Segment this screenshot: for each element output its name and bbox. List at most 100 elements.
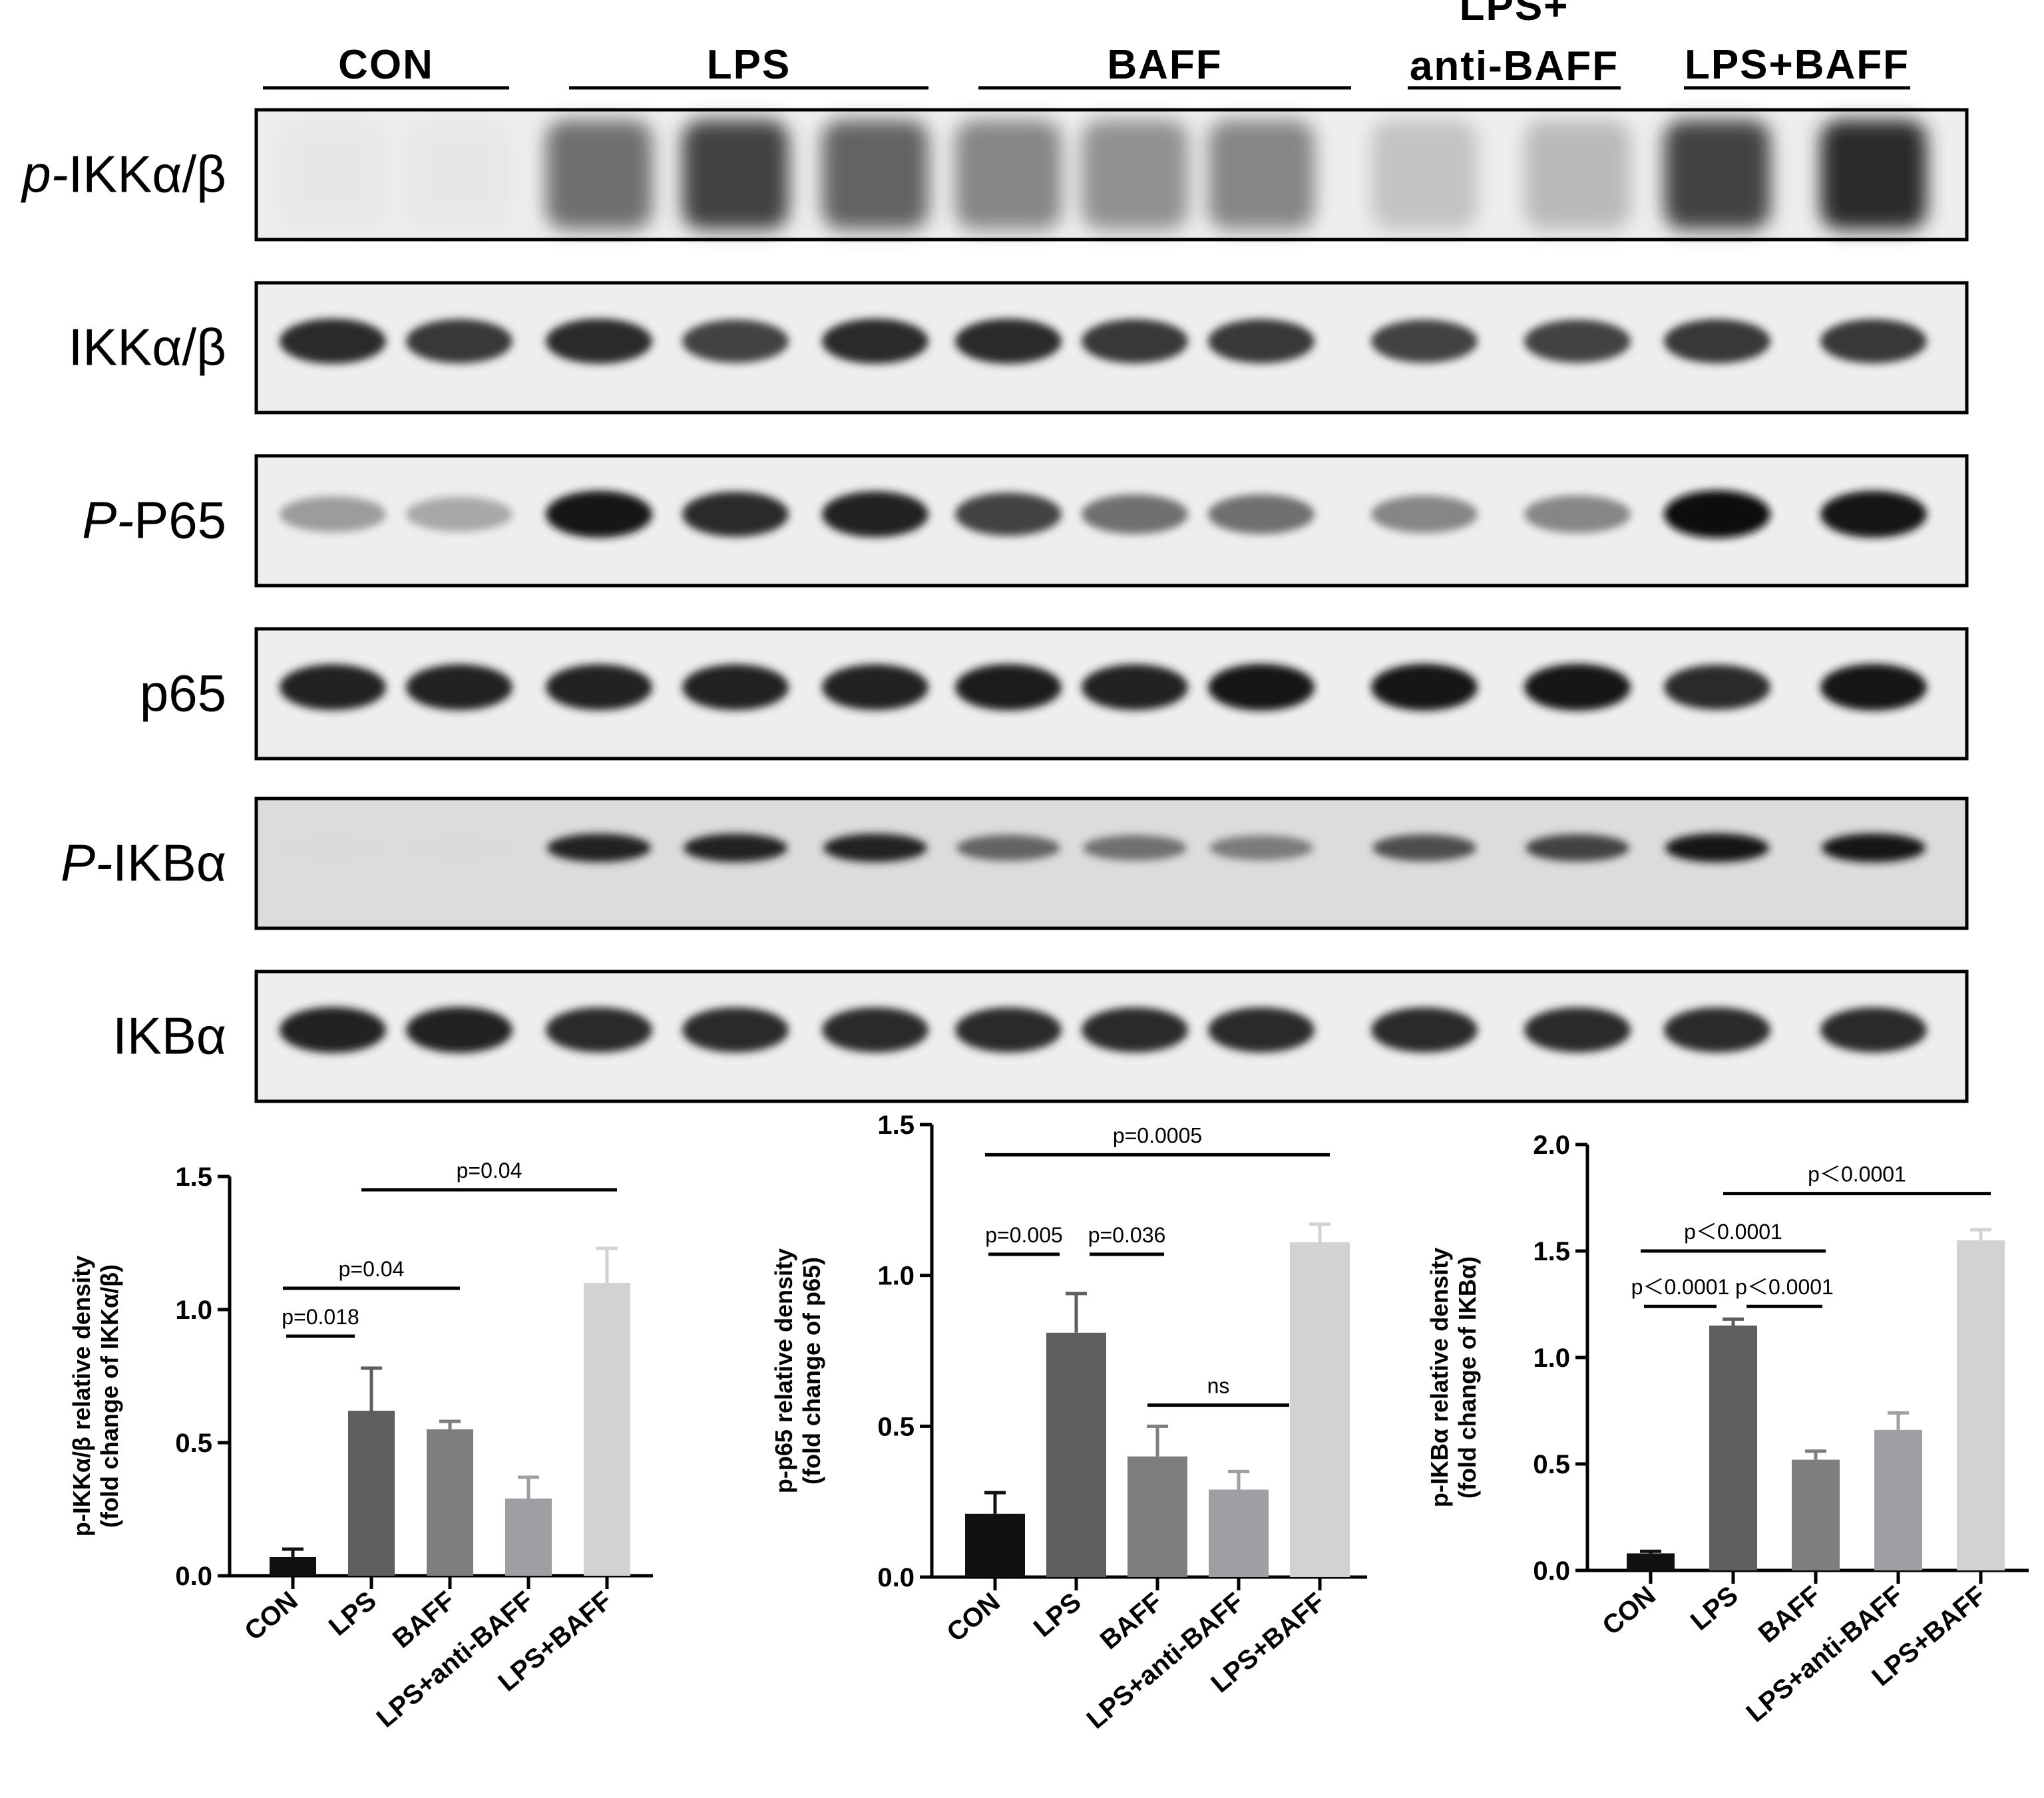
x-tick-label: BAFF <box>387 1586 461 1654</box>
blot-band <box>1082 664 1188 711</box>
blot-frame <box>254 454 1969 588</box>
y-tick-label: 0.0 <box>175 1562 212 1591</box>
protein-prefix: P- <box>82 491 134 550</box>
x-tick-label: LPS <box>323 1586 382 1642</box>
x-tick-label: CON <box>1597 1580 1661 1641</box>
blot-band <box>280 120 386 230</box>
blot-band <box>546 318 652 364</box>
blot-band <box>547 833 651 862</box>
blot-band <box>684 833 787 862</box>
blot-row: p-IKKα/β <box>21 108 1969 242</box>
blot-band <box>1524 1007 1631 1053</box>
bar-chart: 0.0 0.5 1.0 1.5 p-IKKα/β relative density(fo… <box>68 1159 653 1733</box>
significance-label: p＜0.0001 <box>1808 1163 1906 1186</box>
blot-row: P-P65 <box>82 454 1969 588</box>
protein-label: p65 <box>140 664 226 723</box>
significance-label: p＜0.0001 <box>1631 1275 1730 1299</box>
protein-name: IKKα/β <box>69 145 226 204</box>
blot-band <box>1526 834 1629 862</box>
bar <box>965 1513 1025 1577</box>
protein-label: P-IKBα <box>61 834 226 892</box>
blot-frame <box>254 970 1969 1103</box>
y-tick-label: 0.5 <box>1533 1450 1570 1479</box>
y-tick-label: 0.5 <box>175 1429 212 1458</box>
blot-band <box>406 496 512 532</box>
significance-label: p=0.0005 <box>1113 1123 1202 1147</box>
blot-band <box>822 120 928 230</box>
protein-prefix: P- <box>61 834 112 892</box>
bar <box>1290 1242 1350 1577</box>
blot-band <box>1524 120 1631 230</box>
y-axis-label-line2: (fold change of p65) <box>798 1257 825 1485</box>
y-axis-label-line1: p-p65 relative density <box>770 1248 797 1493</box>
group-label: BAFF <box>1107 42 1222 88</box>
blot-band <box>546 664 652 711</box>
blot-band <box>822 491 928 538</box>
protein-label: IKKα/β <box>69 318 226 377</box>
blot-row: p65 <box>140 627 1969 761</box>
blot-band <box>955 120 1062 230</box>
bar <box>270 1557 316 1576</box>
bar <box>1874 1429 1922 1570</box>
blot-band <box>1664 1007 1770 1053</box>
group-label: LPS <box>707 42 791 88</box>
blot-row: IKKα/β <box>69 281 1969 415</box>
blot-frame <box>254 281 1969 415</box>
blot-band <box>546 1007 652 1053</box>
blot-band <box>1820 319 1927 363</box>
blot-band <box>1082 494 1188 534</box>
blot-band <box>1208 663 1315 711</box>
blot-band <box>955 318 1062 364</box>
blot-band <box>280 664 386 711</box>
y-axis-label: p-IKKα/β relative density(fold change of… <box>68 1256 123 1536</box>
significance-label: p=0.04 <box>457 1159 522 1182</box>
bar <box>1127 1456 1187 1577</box>
y-axis-label: p-IKBα relative density(fold change of I… <box>1426 1248 1481 1507</box>
x-tick-label: BAFF <box>1753 1580 1826 1648</box>
blot-band <box>1208 1007 1315 1053</box>
y-tick-label: 1.0 <box>1533 1344 1570 1373</box>
blot-band <box>1082 120 1188 230</box>
blot-band <box>406 1007 512 1053</box>
blot-frame <box>254 627 1969 761</box>
protein-label: IKBα <box>112 1007 226 1065</box>
blot-background <box>256 799 1967 928</box>
x-tick-label: BAFF <box>1095 1587 1168 1655</box>
x-tick-label: LPS <box>1685 1580 1744 1636</box>
blot-band <box>1208 494 1315 534</box>
bar <box>427 1429 473 1576</box>
y-axis-label-line1: p-IKBα relative density <box>1426 1248 1453 1507</box>
blot-band <box>1083 834 1187 861</box>
blot-frame <box>254 108 1969 242</box>
blot-row: P-IKBα <box>61 797 1969 930</box>
blot-band <box>1820 1007 1927 1053</box>
y-tick-label: 1.5 <box>877 1111 915 1140</box>
protein-name: IKBα <box>112 834 226 892</box>
protein-name: p65 <box>140 664 226 723</box>
blot-band <box>406 319 512 363</box>
blot-band <box>280 496 386 532</box>
significance-label: p＜0.0001 <box>1684 1220 1782 1244</box>
x-tick-label: CON <box>941 1587 1005 1648</box>
blot-band <box>1820 490 1927 538</box>
significance-label: p＜0.0001 <box>1735 1275 1834 1299</box>
blot-frame <box>254 797 1969 930</box>
protein-label: p-IKKα/β <box>21 145 226 204</box>
bar <box>1957 1240 2005 1570</box>
group-label: LPS+BAFF <box>1685 42 1910 88</box>
blot-band <box>1665 833 1769 862</box>
blot-band <box>1820 663 1927 711</box>
blot-band <box>822 664 928 711</box>
blot-band <box>1371 319 1478 363</box>
bar <box>1792 1459 1840 1570</box>
significance-label: p=0.04 <box>339 1257 405 1281</box>
significance-label: ns <box>1207 1374 1230 1398</box>
blot-band <box>682 1007 789 1053</box>
group-label: anti-BAFF <box>1410 43 1619 89</box>
bar-charts-panel: 0.0 0.5 1.0 1.5 p-IKKα/β relative density(fo… <box>68 1111 2029 1735</box>
blot-band <box>1822 833 1926 862</box>
bar <box>505 1499 552 1576</box>
blot-band <box>1208 120 1315 230</box>
y-axis-label-line2: (fold change of IKBα) <box>1454 1256 1481 1499</box>
